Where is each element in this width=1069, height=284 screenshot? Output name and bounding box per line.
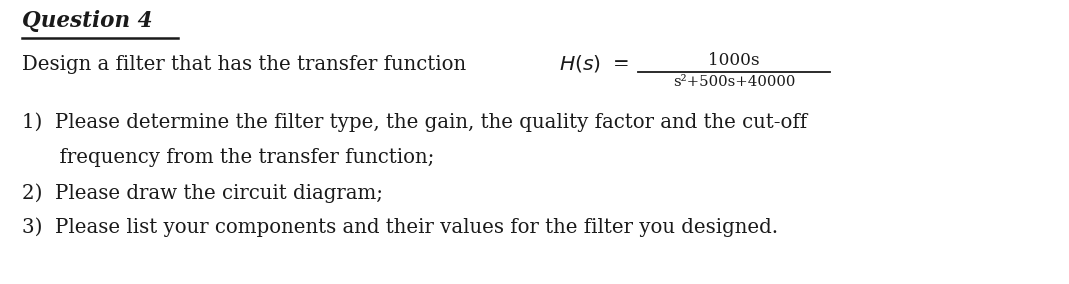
Text: =: =	[613, 55, 630, 74]
Text: Design a filter that has the transfer function: Design a filter that has the transfer fu…	[22, 55, 472, 74]
Text: frequency from the transfer function;: frequency from the transfer function;	[22, 148, 434, 167]
Text: 1000s: 1000s	[708, 52, 760, 69]
Text: Question 4: Question 4	[22, 10, 153, 32]
Text: 3)  Please list your components and their values for the filter you designed.: 3) Please list your components and their…	[22, 217, 778, 237]
Text: $\mathbf{\mathit{H}}$$\mathbf{\mathit{(s)}}$: $\mathbf{\mathit{H}}$$\mathbf{\mathit{(s…	[559, 53, 601, 74]
Text: s²+500s+40000: s²+500s+40000	[672, 75, 795, 89]
Text: 1)  Please determine the filter type, the gain, the quality factor and the cut-o: 1) Please determine the filter type, the…	[22, 112, 807, 132]
Text: 2)  Please draw the circuit diagram;: 2) Please draw the circuit diagram;	[22, 183, 383, 203]
